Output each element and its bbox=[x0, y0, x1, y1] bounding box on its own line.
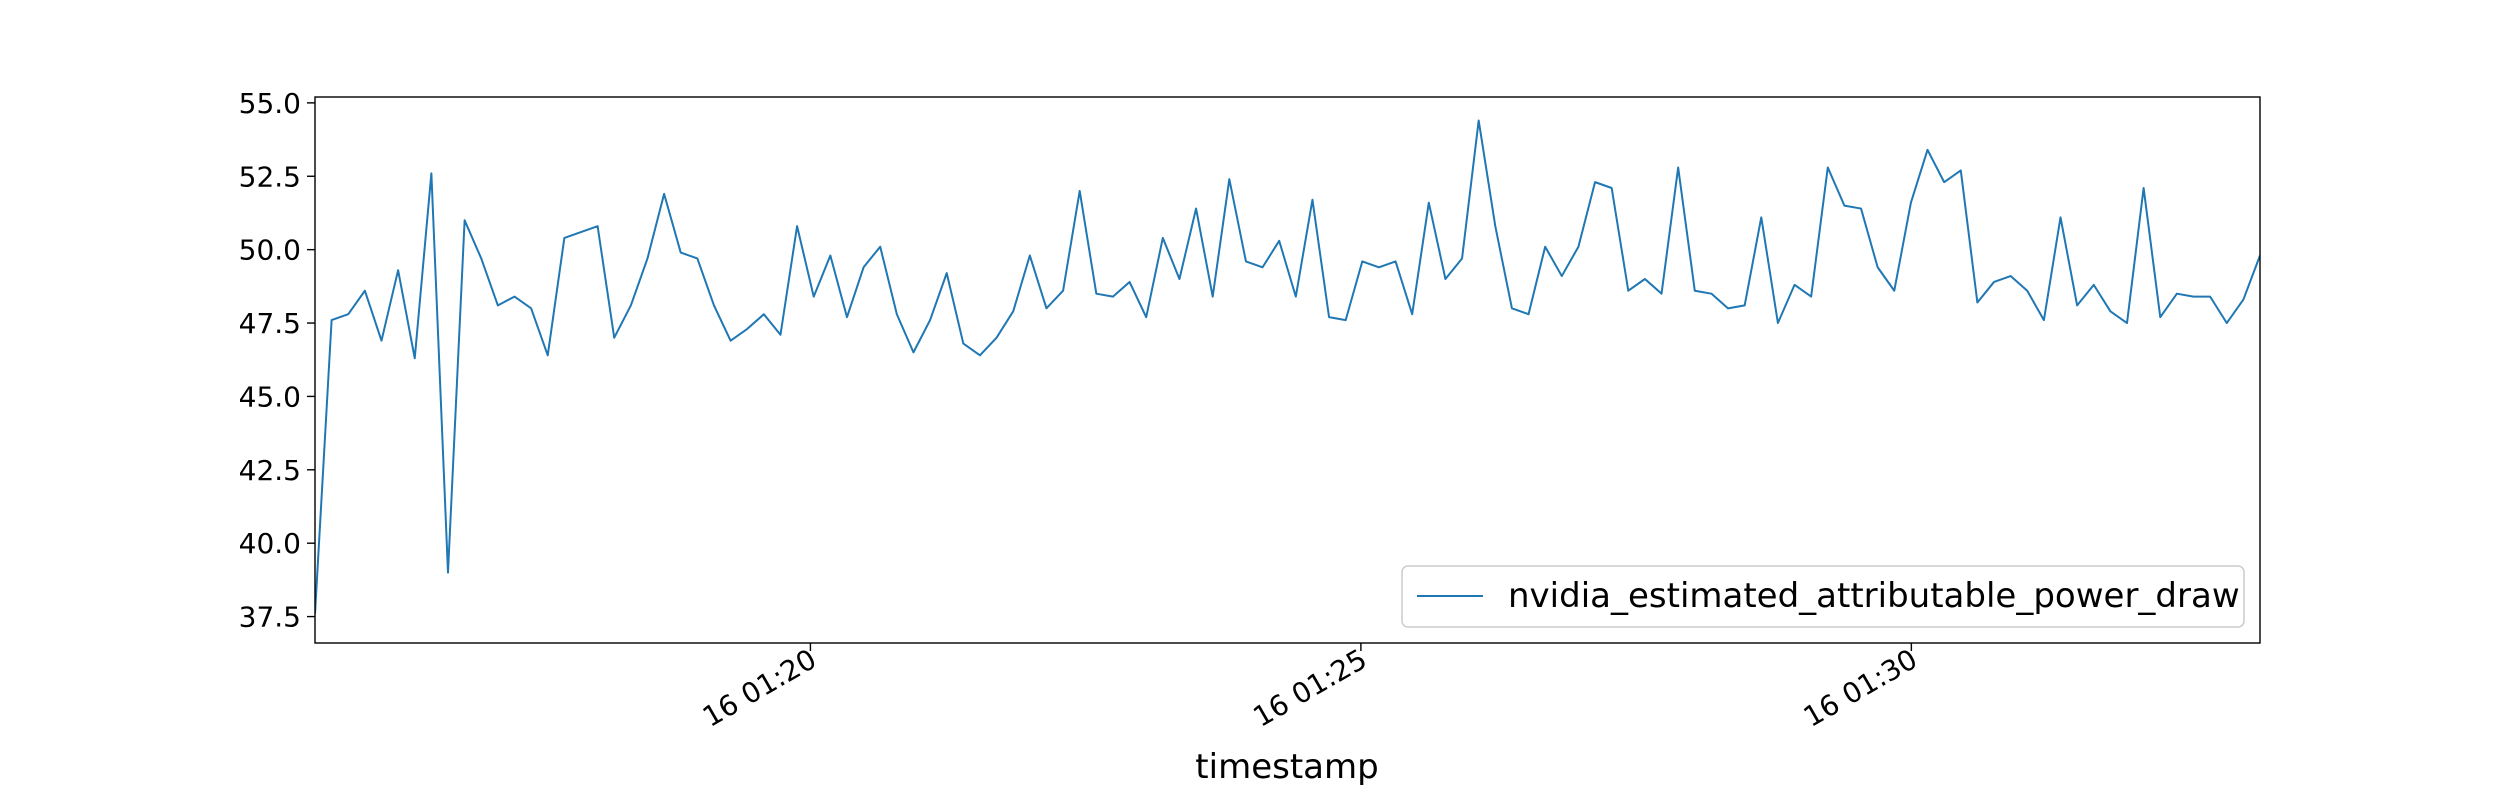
y-tick-label: 55.0 bbox=[239, 87, 301, 120]
y-tick-label: 47.5 bbox=[239, 307, 301, 340]
plot-area bbox=[315, 119, 2260, 614]
y-tick-label: 50.0 bbox=[239, 234, 301, 267]
y-tick-label: 52.5 bbox=[239, 160, 301, 193]
y-tick-label: 42.5 bbox=[239, 454, 301, 487]
series-line bbox=[315, 119, 2260, 614]
plot-frame bbox=[314, 96, 2261, 644]
y-tick-label: 37.5 bbox=[239, 601, 301, 634]
legend: nvidia_estimated_attributable_power_draw bbox=[1401, 565, 2245, 628]
x-axis-title: timestamp bbox=[1195, 747, 1378, 787]
y-axis: 37.5 40.0 42.5 45.0 47.5 50.0 52.5 55.0 bbox=[239, 87, 315, 634]
y-tick-label: 45.0 bbox=[239, 380, 301, 413]
legend-label: nvidia_estimated_attributable_power_draw bbox=[1508, 576, 2240, 616]
y-tick-label: 40.0 bbox=[239, 527, 301, 560]
legend-box bbox=[1401, 565, 2245, 628]
